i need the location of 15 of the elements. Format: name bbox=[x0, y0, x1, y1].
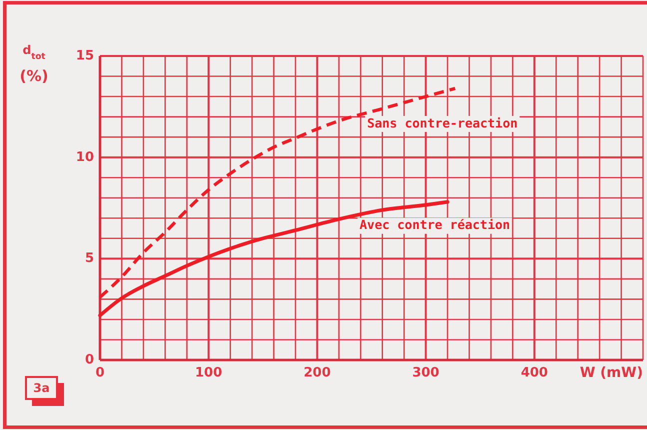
line-series bbox=[98, 200, 450, 318]
x-axis-title: W (mW) bbox=[580, 364, 643, 381]
x-tick-label: 100 bbox=[195, 366, 222, 381]
y-tick-label: 10 bbox=[76, 150, 94, 165]
series-label: Sans contre-reaction bbox=[367, 115, 518, 130]
x-tick-label: 300 bbox=[412, 366, 440, 381]
y-tick-label: 15 bbox=[76, 48, 94, 64]
x-tick-label: 0 bbox=[95, 366, 105, 381]
text: 3a bbox=[33, 380, 50, 395]
series-label: Avec contre réaction bbox=[360, 217, 510, 232]
y-tick-label: 5 bbox=[84, 251, 94, 266]
y-axis-title: d$_{tot}$ (%) bbox=[20, 43, 48, 85]
x-tick-label: 400 bbox=[520, 366, 548, 381]
y-tick-label: 0 bbox=[84, 352, 94, 368]
x-tick-label: 200 bbox=[304, 366, 331, 381]
